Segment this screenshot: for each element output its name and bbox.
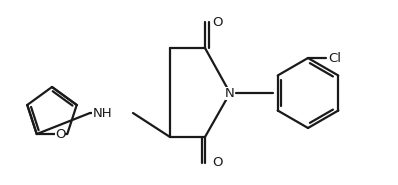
Text: O: O [212,16,222,28]
Text: O: O [55,127,65,141]
Text: NH: NH [92,107,112,120]
Text: Cl: Cl [328,51,341,65]
Text: N: N [225,87,235,100]
Text: O: O [212,157,222,169]
